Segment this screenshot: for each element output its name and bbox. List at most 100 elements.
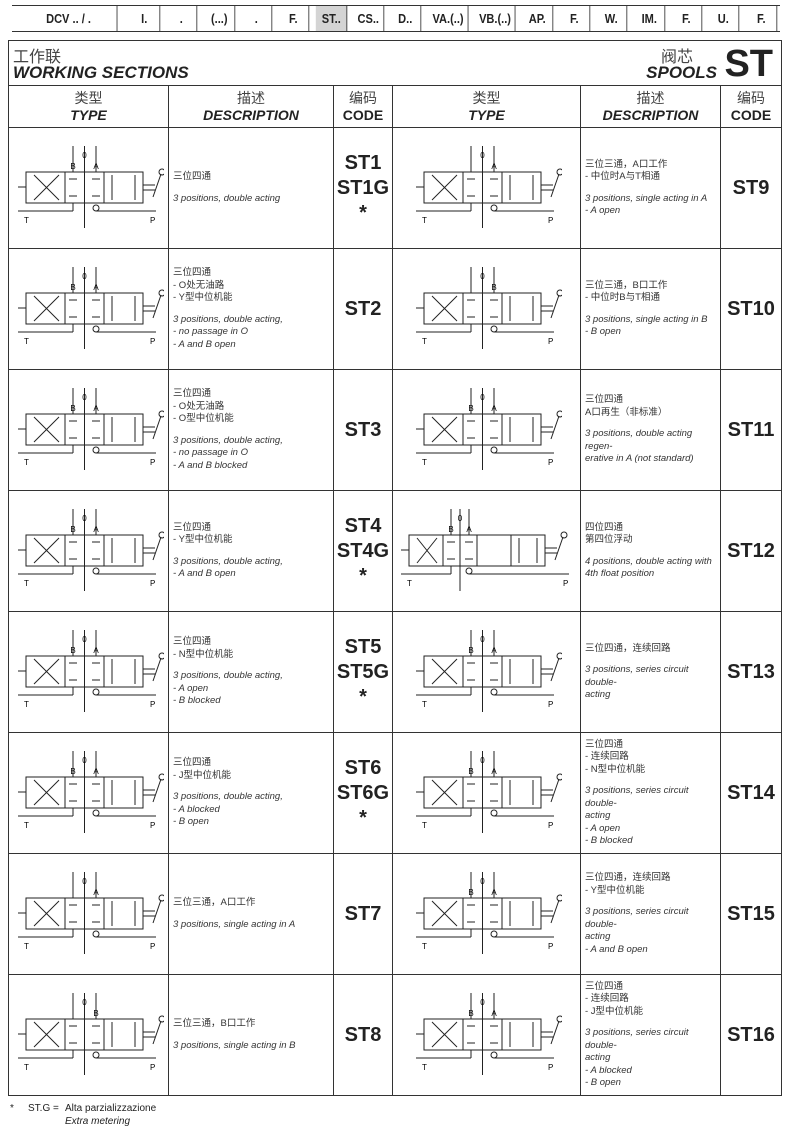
spool-position-box [423,171,463,203]
spool-position-box [103,534,143,566]
code-cell: ST7 [333,853,393,975]
code-cell: ST6 ST6G * [333,732,393,854]
description-en: 3 positions, series circuit double-actin… [585,785,720,848]
footnote-star: * [10,1103,14,1114]
lever-knob [158,410,165,417]
valve-symbol: B0A T P [415,629,563,712]
spool-code: ST5 [344,635,382,658]
col-desc: 描述 DESCRIPTION [168,85,334,128]
description-cn: 三位四通 - J型中位机能 [173,757,333,782]
description-cn: 三位四通 - O处无油路 - Y型中位机能 [173,267,333,305]
spool-position-box [501,171,541,203]
description-en: 4 positions, double acting with 4th float… [585,556,720,581]
spools-cn: 阀芯 [660,49,693,66]
code-cell: ST9 [720,127,782,249]
description-line: A口再生（非标准） [585,406,668,418]
port-label: A [491,404,497,413]
description-line: - 中位时B与T相通 [585,292,660,303]
description-line: acting [585,810,611,821]
spool-position-box [103,897,143,929]
description-cell: 三位四通 - O处无油路 - O型中位机能 3 positions, double a… [168,369,334,491]
port-label: A [491,888,497,897]
spool-position-box [25,171,65,203]
description-line: 3 positions, double acting, [173,670,283,682]
col-desc-en: DESCRIPTION [203,106,299,123]
description-cell: 三位四通，连续回路 - Y型中位机能 3 positions, series cir… [580,853,721,975]
spool-code: ST1 [344,151,382,174]
description-cell: 三位四通 3 positions, double acting [168,127,334,249]
valve-symbol: B0A T P [17,145,165,228]
footnote-italian: Alta parzializzazione [65,1103,157,1114]
code-segment: F. [278,6,310,31]
port-label-t: T [422,700,427,709]
description-line: - J型中位机能 [585,1005,644,1017]
valve-symbol: B0A T P [17,266,165,349]
table-header: 类型 TYPE 描述 DESCRIPTION 编码 CODE 类型 TYPE 描述 DES… [8,85,782,128]
description-cell: 三位三通，A口工作 - 中位时A与T相通 3 positions, single a… [580,127,721,249]
code-cell: ST13 [720,611,782,733]
spool-position-box [25,413,65,445]
description-en: 3 positions, double acting, - no passage … [173,435,333,473]
spool-position-box [423,655,463,687]
footnote-key: ST.G = [28,1103,59,1114]
port-label: A [491,1009,497,1018]
description-cell: 三位三通，B口工作 - 中位时B与T相通 3 positions, single a… [580,248,721,370]
description-line: - B blocked [173,695,221,707]
port-label: A [93,888,99,897]
port-label: 0 [82,998,87,1007]
description-cell: 三位四通 - 连续回路 - N型中位机能 3 positions, series ci… [580,732,721,854]
valve-symbol: B0A T P [415,387,563,470]
spool-position-box [501,776,541,808]
description-line: - 连续回路 [585,751,629,762]
port-label-p: P [150,700,155,709]
spool-code: ST6 [344,756,382,779]
port-label-t: T [422,1063,427,1072]
description-cn: 三位四通 A口再生（非标准） [585,394,720,419]
description-line: 三位四通 [173,388,212,399]
code-segment: U. [708,6,740,31]
code-cell: ST16 [720,974,782,1096]
code-segment: DCV .. / . [21,6,118,31]
valve-symbol: 0A T P [17,871,165,954]
port-label: B [70,525,75,534]
description-cell: 三位四通 - Y型中位机能 3 positions, double acting, -… [168,490,334,612]
description-line: - A blocked [585,1064,632,1076]
port-label: 0 [480,635,485,644]
lever-knob [158,652,165,659]
spool-position-box [501,292,541,324]
code-segment: ST.. [315,6,348,31]
table-row: B 0 A T P 三位四通 - N型中位机能 3 positions, double act… [8,611,782,733]
code-cell: ST14 [720,732,782,854]
title-cn: 工作联 [13,49,62,66]
description-line: 三位四通，连续回路 [585,872,671,883]
description-line: - A open [585,822,621,834]
description-line: - B blocked [585,835,633,846]
description-line: - Y型中位机能 [173,534,233,545]
lever-knob [556,1015,563,1022]
description-line: - O处无油路 [173,400,225,412]
port-label: 0 [480,272,485,281]
spool-code: ST11 [727,418,775,441]
spool-code: * [359,564,367,587]
code-cell: ST4 ST4G * [333,490,393,612]
description-cn: 三位四通，连续回路 - Y型中位机能 [585,872,720,897]
port-label-t: T [407,579,412,588]
description-cn: 三位三通，A口工作 [173,897,333,910]
valve-symbol: 0B T P [17,992,165,1075]
spool-position-box [25,1018,65,1050]
port-label: A [93,162,99,171]
description-cn: 三位三通，A口工作 - 中位时A与T相通 [585,159,720,184]
description-line: 3 positions, series circuit double- [585,1027,689,1051]
col-desc-cn: 描述 [237,89,265,106]
spool-position-box [25,534,65,566]
spool-position-box [103,776,143,808]
spool-code: ST5G [336,660,390,683]
spools-table: 类型 TYPE 描述 DESCRIPTION 编码 CODE 类型 TYPE 描述 DES… [8,85,782,1096]
